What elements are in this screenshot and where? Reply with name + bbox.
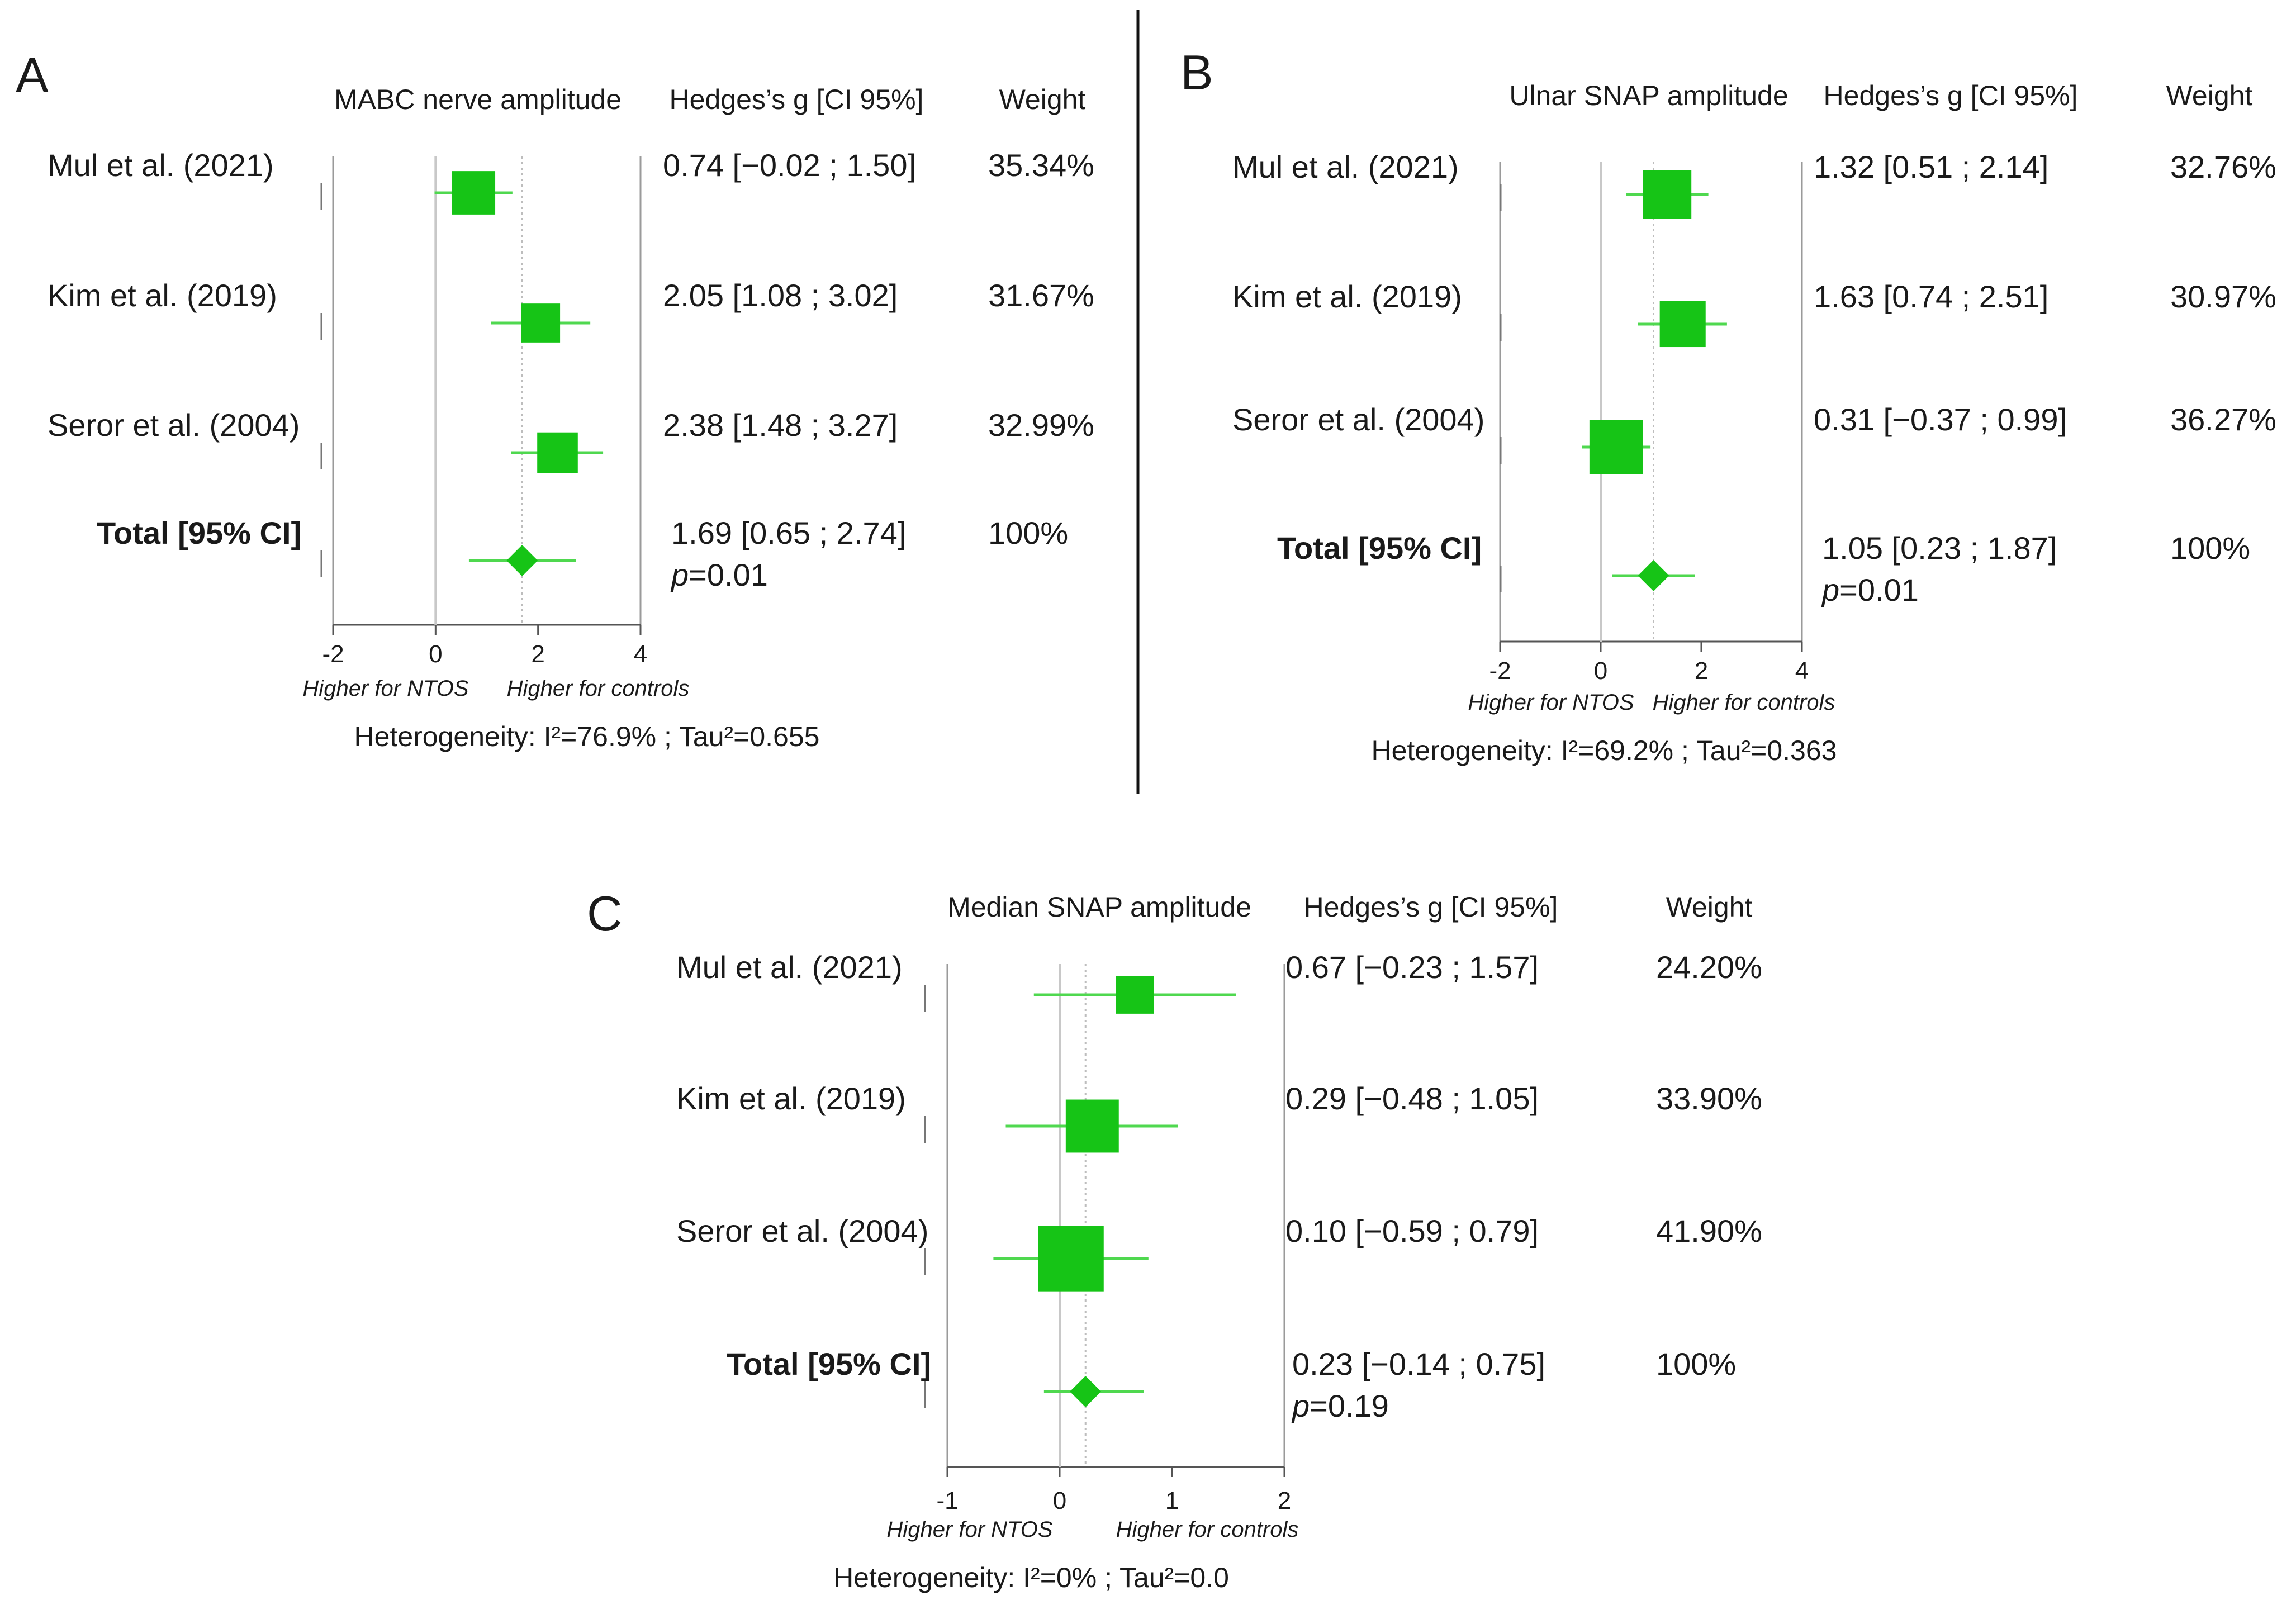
weight-column-header: Weight (2166, 80, 2253, 111)
study-weight-text: 41.90% (1656, 1213, 1762, 1248)
study-effect-text: 1.32 [0.51 ; 2.14] (1814, 149, 2048, 184)
total-weight-text: 100% (1656, 1346, 1736, 1381)
weight-column-header: Weight (999, 84, 1086, 115)
study-label: Kim et al. (2019) (1232, 279, 1462, 314)
pooled-effect-diamond (1638, 560, 1669, 591)
study-weight-text: 32.76% (2170, 149, 2276, 184)
x-tick-label: 0 (1053, 1487, 1066, 1514)
study-label: Mul et al. (2021) (676, 949, 903, 985)
total-weight-text: 100% (988, 515, 1068, 550)
study-weight-text: 33.90% (1656, 1081, 1762, 1116)
study-effect-box (537, 432, 578, 473)
study-effect-text: 0.29 [−0.48 ; 1.05] (1285, 1081, 1539, 1116)
total-label: Total [95% CI] (727, 1346, 931, 1381)
effect-column-header: Hedges’s g [CI 95%] (1824, 80, 2078, 111)
study-effect-text: 0.10 [−0.59 ; 0.79] (1285, 1213, 1539, 1248)
study-effect-text: 2.38 [1.48 ; 3.27] (663, 407, 898, 443)
x-tick-label: -2 (1489, 657, 1511, 685)
forest-panel-c: C Median SNAP amplitude Hedges’s g [CI 95%… (587, 886, 1762, 1593)
study-label: Seror et al. (2004) (48, 407, 300, 443)
study-label: Mul et al. (2021) (48, 148, 274, 183)
study-effect-text: 0.74 [−0.02 ; 1.50] (663, 148, 916, 183)
panel-letter-c: C (587, 886, 623, 941)
study-label: Mul et al. (2021) (1232, 149, 1459, 184)
favours-right-label: Higher for controls (1653, 690, 1835, 715)
study-effect-box (452, 171, 496, 215)
x-tick-label: 2 (1278, 1487, 1291, 1514)
study-effect-text: 0.31 [−0.37 ; 0.99] (1814, 402, 2067, 437)
p-value-text: p=0.01 (1821, 572, 1919, 607)
outcome-label: MABC nerve amplitude (334, 84, 622, 115)
x-tick-label: 4 (1795, 657, 1809, 685)
study-effect-text: 0.67 [−0.23 ; 1.57] (1285, 949, 1539, 985)
effect-column-header: Hedges’s g [CI 95%] (1304, 891, 1558, 923)
study-label: Seror et al. (2004) (1232, 402, 1484, 437)
study-weight-text: 31.67% (988, 278, 1094, 313)
study-label: Seror et al. (2004) (676, 1213, 928, 1248)
x-tick-label: 0 (1594, 657, 1607, 685)
study-effect-box (1659, 301, 1706, 348)
favours-left-label: Higher for NTOS (302, 676, 468, 701)
x-tick-label: 2 (1695, 657, 1708, 685)
forest-panel-b: B Ulnar SNAP amplitude Hedges’s g [CI 95%]… (1180, 45, 2276, 766)
total-label: Total [95% CI] (97, 515, 301, 550)
heterogeneity-text: Heterogeneity: I²=69.2% ; Tau²=0.363 (1372, 735, 1837, 766)
study-effect-box (521, 303, 561, 343)
x-tick-label: 0 (429, 640, 442, 668)
effect-column-header: Hedges’s g [CI 95%] (670, 84, 924, 115)
p-value-text: p=0.01 (670, 557, 768, 592)
x-tick-label: -2 (322, 640, 344, 668)
outcome-label: Median SNAP amplitude (947, 891, 1251, 923)
study-effect-box (1589, 420, 1643, 474)
study-effect-text: 2.05 [1.08 ; 3.02] (663, 278, 898, 313)
pooled-effect-diamond (1070, 1376, 1102, 1407)
study-effect-box (1643, 170, 1692, 219)
total-effect-text: 0.23 [−0.14 ; 0.75] (1292, 1346, 1545, 1381)
x-tick-label: 4 (634, 640, 647, 668)
total-effect-text: 1.05 [0.23 ; 1.87] (1822, 530, 2057, 566)
study-weight-text: 32.99% (988, 407, 1094, 443)
panel-letter-a: A (16, 48, 49, 103)
pooled-effect-diamond (506, 545, 538, 576)
x-tick-label: -1 (936, 1487, 958, 1514)
study-effect-box (1116, 976, 1154, 1014)
forest-panel-a: A MABC nerve amplitude Hedges’s g [CI 95%]… (16, 48, 1094, 752)
study-weight-text: 35.34% (988, 148, 1094, 183)
favours-right-label: Higher for controls (507, 676, 690, 701)
panel-letter-b: B (1180, 45, 1213, 100)
favours-right-label: Higher for controls (1116, 1517, 1299, 1542)
heterogeneity-text: Heterogeneity: I²=0% ; Tau²=0.0 (833, 1562, 1229, 1593)
x-tick-label: 1 (1165, 1487, 1179, 1514)
study-weight-text: 30.97% (2170, 279, 2276, 314)
study-effect-text: 1.63 [0.74 ; 2.51] (1814, 279, 2048, 314)
p-value-text: p=0.19 (1291, 1388, 1389, 1423)
favours-left-label: Higher for NTOS (1468, 690, 1634, 715)
study-label: Kim et al. (2019) (48, 278, 277, 313)
total-weight-text: 100% (2170, 530, 2250, 566)
study-weight-text: 36.27% (2170, 402, 2276, 437)
weight-column-header: Weight (1666, 891, 1753, 923)
study-effect-box (1038, 1226, 1104, 1292)
favours-left-label: Higher for NTOS (886, 1517, 1052, 1542)
x-tick-label: 2 (531, 640, 544, 668)
study-effect-box (1065, 1099, 1119, 1153)
study-weight-text: 24.20% (1656, 949, 1762, 985)
heterogeneity-text: Heterogeneity: I²=76.9% ; Tau²=0.655 (354, 721, 820, 752)
total-label: Total [95% CI] (1277, 530, 1482, 566)
study-label: Kim et al. (2019) (676, 1081, 906, 1116)
outcome-label: Ulnar SNAP amplitude (1509, 80, 1788, 111)
total-effect-text: 1.69 [0.65 ; 2.74] (671, 515, 906, 550)
